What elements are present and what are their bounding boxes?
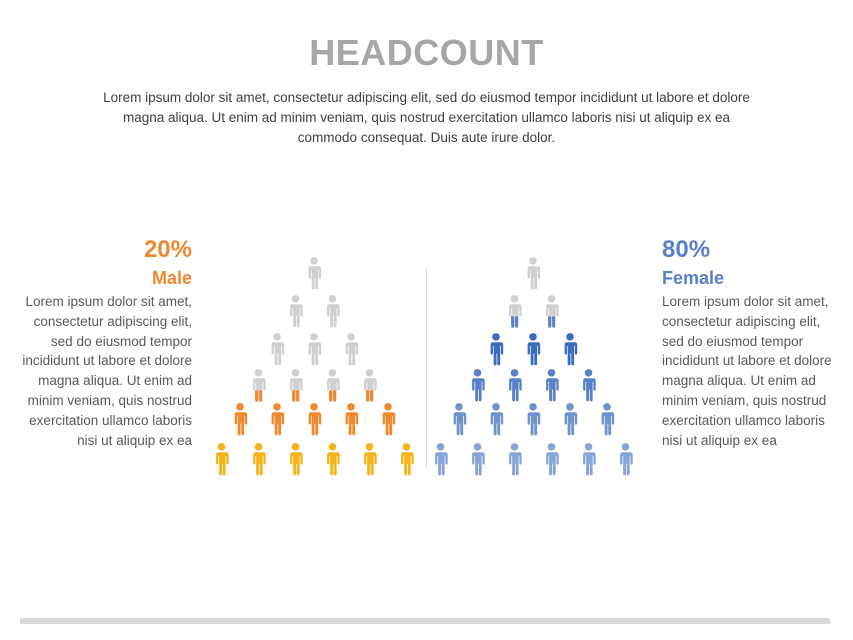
male-person-icon	[308, 403, 322, 436]
female-label: Female	[662, 268, 725, 288]
male-person-icon	[401, 443, 414, 476]
male-person-icon	[271, 333, 285, 366]
female-person-icon	[583, 369, 596, 402]
female-person-icon	[546, 443, 559, 476]
male-pyramid	[216, 257, 414, 476]
female-description: Lorem ipsum dolor sit amet, consectetur …	[662, 294, 832, 448]
female-person-icon	[620, 443, 633, 476]
female-person-icon	[509, 369, 522, 402]
male-person-icon	[345, 403, 359, 436]
female-person-icon	[527, 257, 541, 290]
male-person-icon	[234, 403, 248, 436]
male-percent: 20%	[143, 236, 192, 263]
male-stat-block: 20% Male Lorem ipsum dolor sit amet, con…	[20, 234, 192, 450]
male-description: Lorem ipsum dolor sit amet, consectetur …	[22, 294, 192, 448]
female-person-icon	[546, 369, 559, 402]
male-person-icon	[308, 333, 322, 366]
center-divider	[426, 268, 427, 468]
male-person-icon	[327, 443, 340, 476]
male-label: Male	[151, 268, 192, 288]
male-person-icon	[290, 295, 303, 328]
page-title: HEADCOUNT	[309, 32, 544, 73]
female-person-icon	[527, 333, 541, 366]
male-person-icon	[382, 403, 396, 436]
female-person-icon	[509, 443, 522, 476]
female-person-icon	[564, 333, 578, 366]
male-person-icon	[290, 443, 303, 476]
female-person-icon	[490, 333, 504, 366]
male-person-icon	[327, 295, 340, 328]
male-person-icon	[364, 443, 377, 476]
bottom-bar	[20, 618, 830, 624]
female-person-icon	[435, 443, 448, 476]
female-person-icon	[490, 403, 504, 436]
male-person-icon	[308, 257, 322, 290]
male-person-icon	[216, 443, 229, 476]
female-person-icon	[527, 403, 541, 436]
female-stat-block: 80% Female Lorem ipsum dolor sit amet, c…	[662, 234, 837, 450]
male-person-icon	[345, 333, 359, 366]
female-person-icon	[472, 369, 485, 402]
female-person-icon	[472, 443, 485, 476]
female-person-icon	[583, 443, 596, 476]
male-person-icon	[271, 403, 285, 436]
female-person-icon	[453, 403, 467, 436]
female-person-icon	[564, 403, 578, 436]
intro-text: Lorem ipsum dolor sit amet, consectetur …	[103, 90, 750, 145]
female-person-icon	[601, 403, 615, 436]
female-percent: 80%	[662, 236, 711, 263]
female-pyramid	[435, 257, 633, 476]
male-person-icon	[253, 443, 266, 476]
